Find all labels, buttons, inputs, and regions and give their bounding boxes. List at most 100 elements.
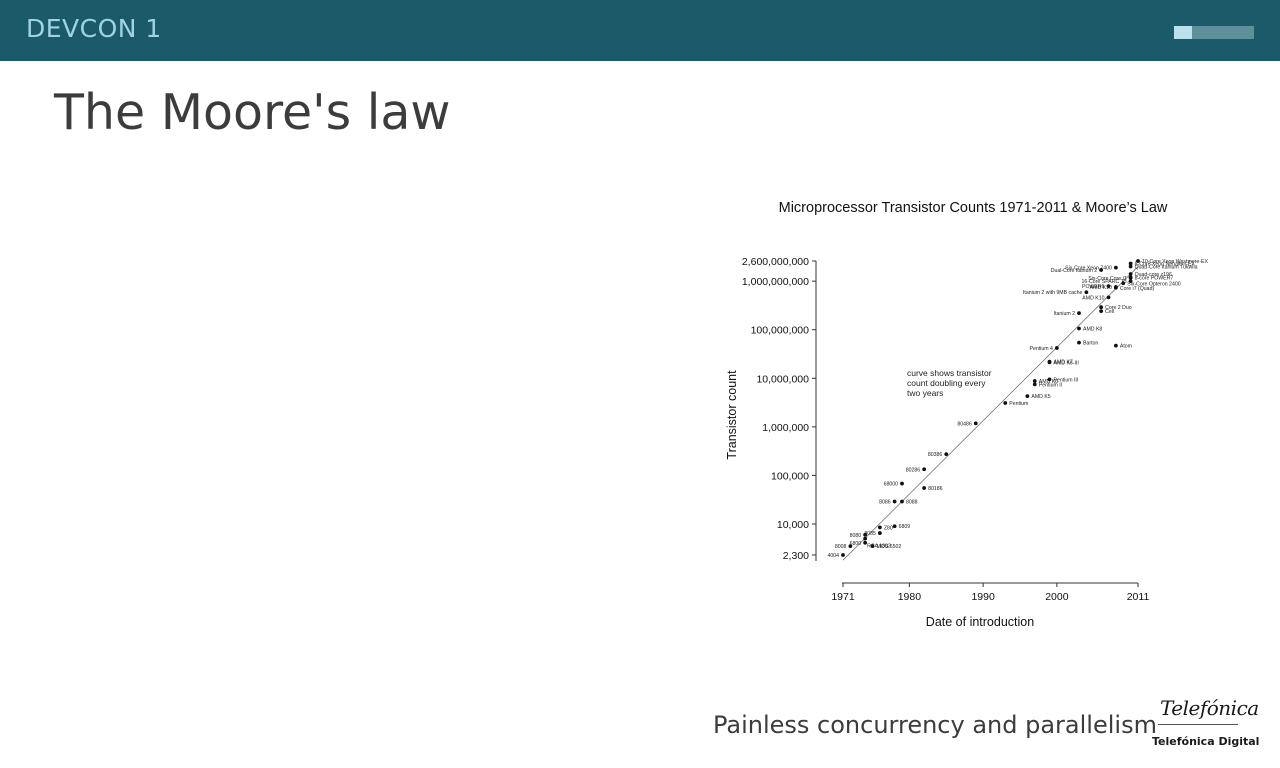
y-tick-label: 2,600,000,000 [742, 256, 809, 268]
data-point [922, 467, 927, 472]
data-point-label: 4004 [827, 553, 839, 559]
chart-annotation-line: curve shows transistor [907, 368, 992, 378]
data-point [877, 531, 882, 535]
data-point-label: AMD K10 [1090, 285, 1112, 291]
data-point-label: Atom [1120, 344, 1132, 350]
data-point [1136, 259, 1140, 263]
data-point [1003, 401, 1008, 405]
data-point-label: 10-Core Xeon Westmere-EX [1142, 259, 1208, 265]
data-point-label: 8080 [850, 533, 862, 539]
data-point [877, 525, 882, 530]
y-axis-label: Transistor count [725, 370, 739, 460]
data-point [1128, 272, 1133, 276]
x-tick-label: 1971 [831, 591, 855, 603]
data-point [900, 499, 904, 504]
x-tick-label: 1980 [898, 591, 922, 603]
data-point-label: Itanium 2 [1054, 311, 1075, 317]
data-point-label: Pentium 4 [1030, 346, 1053, 352]
data-point [1113, 265, 1118, 270]
chart-svg: Microprocessor Transistor Counts 1971-20… [725, 200, 1208, 629]
data-point [870, 544, 875, 548]
data-point [1047, 359, 1052, 364]
data-point [1025, 394, 1030, 398]
data-point-label: 6809 [899, 524, 911, 530]
data-point-label: AMD K5 [1031, 394, 1050, 400]
data-point-label: Itanium 2 with 9MB cache [1023, 290, 1083, 296]
data-point-label: Quad-Core Itanium Tukwila [1135, 265, 1198, 271]
data-point [1106, 284, 1111, 289]
data-point [944, 452, 949, 456]
x-tick-label: 2000 [1045, 591, 1069, 603]
data-point-label: POWER6 [1082, 284, 1105, 290]
y-tick-label: 10,000 [777, 519, 809, 531]
data-point-label: 8088 [906, 500, 918, 506]
data-point-label: 8008 [835, 544, 847, 550]
brand-label: DEVCON 1 [26, 14, 162, 43]
data-point-label: Six-Core Core i7 [1088, 276, 1126, 282]
x-axis-label: Date of introduction [926, 615, 1034, 629]
slide-title: The Moore's law [54, 84, 451, 141]
data-point-label: Core i7 (Quad) [1120, 286, 1155, 292]
data-point-label: AMD K10 [1082, 295, 1104, 301]
x-tick-label: 2011 [1127, 591, 1150, 603]
data-point [1099, 268, 1104, 272]
data-point [1054, 346, 1059, 350]
x-tick-label: 1990 [971, 591, 995, 603]
data-point-label: 8085 [864, 531, 876, 537]
data-point [1077, 326, 1081, 331]
data-point [892, 524, 897, 529]
data-point-label: 80486 [957, 421, 972, 427]
data-point-label: MOS 6502 [877, 544, 902, 550]
data-point [863, 532, 868, 537]
slide-progress-bar [1174, 26, 1254, 39]
data-point [1128, 264, 1133, 269]
data-point-label: Pentium [1009, 401, 1028, 407]
data-point-label: 8-core POWER7 [1135, 275, 1174, 281]
data-point-label: Dual-Core Itanium 2 [1051, 268, 1098, 274]
data-point-label: AMD K6-III [1054, 360, 1079, 366]
data-point-label: 16-Core SPARC T3 [1082, 279, 1127, 285]
data-point [922, 486, 927, 490]
data-point-label: AMD K8 [1083, 327, 1102, 333]
data-point [841, 553, 845, 557]
data-point [863, 536, 868, 541]
data-point [1113, 285, 1118, 289]
data-point [1121, 281, 1126, 286]
header-bar: DEVCON 1 [0, 0, 1280, 61]
data-point [1128, 261, 1133, 266]
data-point-label: Quad-core z196 [1135, 272, 1172, 278]
data-point [1099, 305, 1104, 310]
telefonica-logo: Telefónica Telefónica Digital [1148, 694, 1259, 754]
data-point [1128, 275, 1133, 280]
moores-law-chart: Microprocessor Transistor Counts 1971-20… [700, 190, 1220, 640]
data-point-label: 6800 [850, 541, 862, 547]
footer-title: Painless concurrency and parallelism [713, 711, 1157, 739]
data-point [1077, 340, 1081, 345]
data-point-label: Pentium III [1054, 377, 1079, 383]
data-point-label: Six-Core Xeon 7400 [1065, 266, 1112, 272]
y-tick-label: 100,000 [771, 470, 809, 482]
data-point-label: RCA 1802 [867, 544, 891, 550]
data-point-label: Six-Core Opteron 2400 [1127, 281, 1180, 287]
chart-annotation-line: two years [907, 388, 943, 398]
y-tick-label: 1,000,000,000 [742, 276, 809, 288]
data-point [1106, 295, 1111, 300]
slide-progress-fill [1174, 26, 1192, 39]
data-point-label: Z80 [884, 525, 893, 531]
data-point [1032, 382, 1037, 387]
y-tick-label: 100,000,000 [751, 325, 810, 337]
data-point [1128, 279, 1133, 284]
data-point-label: 80186 [928, 486, 943, 492]
data-point [1113, 343, 1118, 348]
logo-subtitle: Telefónica Digital [1152, 735, 1260, 748]
data-point-label: 68000 [884, 482, 899, 488]
chart-annotation-line: count doubling every [907, 378, 986, 388]
y-tick-label: 1,000,000 [762, 422, 809, 434]
data-point-label: Core 2 Duo [1105, 305, 1132, 311]
data-point [1077, 311, 1081, 315]
data-point [1084, 290, 1089, 295]
data-point [1047, 377, 1052, 382]
chart-title: Microprocessor Transistor Counts 1971-20… [779, 200, 1168, 216]
y-tick-label: 10,000,000 [756, 373, 809, 385]
y-tick-label: 2,300 [783, 550, 809, 562]
